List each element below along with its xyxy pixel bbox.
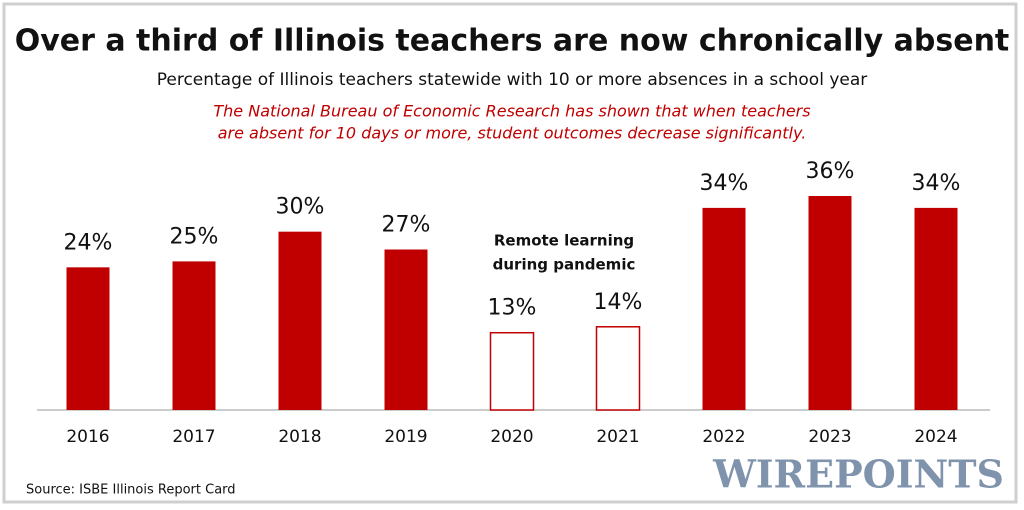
bar <box>384 249 428 410</box>
value-label: 34% <box>912 171 961 196</box>
x-tick-label: 2023 <box>808 427 851 447</box>
source: Source: ISBE Illinois Report Card <box>26 483 236 498</box>
bar <box>172 261 216 410</box>
value-label: 14% <box>594 290 643 315</box>
value-label: 13% <box>488 296 537 321</box>
x-tick-label: 2020 <box>490 427 533 447</box>
chart-title: Over a third of Illinois teachers are no… <box>15 24 1010 59</box>
x-tick-label: 2024 <box>914 427 957 447</box>
value-label: 34% <box>700 171 749 196</box>
value-label: 36% <box>806 159 855 184</box>
note-line: are absent for 10 days or more, student … <box>218 124 807 143</box>
watermark: WIREPOINTS <box>712 452 1004 497</box>
value-label: 24% <box>64 230 113 255</box>
bar <box>595 326 641 411</box>
value-label: 30% <box>276 195 325 220</box>
x-tick-label: 2016 <box>66 427 109 447</box>
annotation: during pandemic <box>493 256 636 274</box>
bar <box>914 207 958 410</box>
x-tick-label: 2017 <box>172 427 215 447</box>
bar <box>702 207 746 410</box>
bar <box>489 331 535 411</box>
bar <box>66 267 110 410</box>
x-tick-label: 2022 <box>702 427 745 447</box>
chart-subtitle: Percentage of Illinois teachers statewid… <box>157 70 868 90</box>
bar <box>808 196 852 410</box>
value-label: 27% <box>382 213 431 238</box>
note-line: The National Bureau of Economic Research… <box>213 102 810 121</box>
x-tick-label: 2021 <box>596 427 639 447</box>
x-tick-label: 2019 <box>384 427 427 447</box>
x-tick-label: 2018 <box>278 427 321 447</box>
value-label: 25% <box>170 224 219 249</box>
bar <box>278 231 322 410</box>
annotation: Remote learning <box>494 232 634 250</box>
